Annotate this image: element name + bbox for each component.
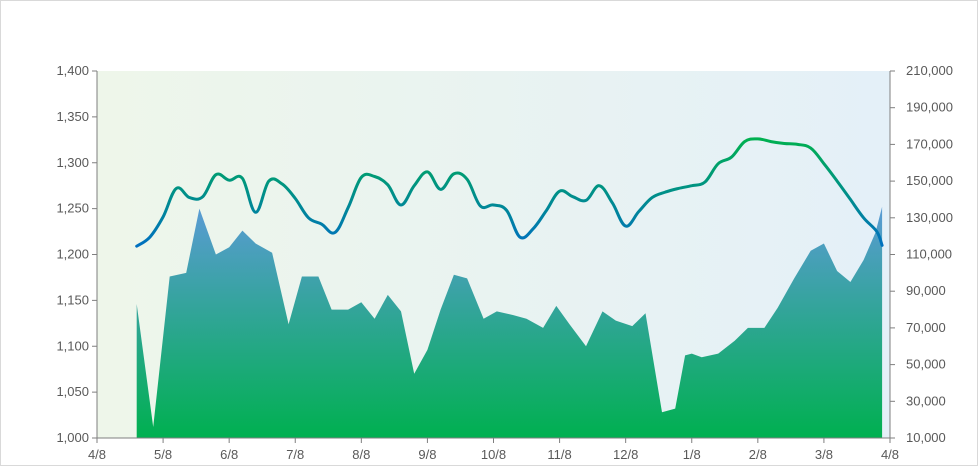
y2-tick-label: 210,000 xyxy=(906,63,953,78)
y-tick-label: 1,200 xyxy=(56,247,89,262)
x-tick-label: 11/8 xyxy=(547,447,571,462)
x-tick-label: 7/8 xyxy=(286,447,304,462)
x-tick-label: 3/8 xyxy=(815,447,833,462)
price-line-series xyxy=(135,137,884,248)
x-tick-label: 6/8 xyxy=(220,447,238,462)
x-tick-label: 8/8 xyxy=(352,447,370,462)
y2-tick-label: 130,000 xyxy=(906,210,953,225)
y-tick-label: 1,350 xyxy=(56,109,89,124)
y-tick-label: 1,400 xyxy=(56,63,89,78)
x-tick-label: 5/8 xyxy=(154,447,172,462)
x-tick-label: 4/8 xyxy=(881,447,899,462)
volume-area-series xyxy=(136,206,883,438)
y-tick-label: 1,250 xyxy=(56,201,89,216)
x-tick-label: 4/8 xyxy=(88,447,106,462)
y-tick-label: 1,100 xyxy=(56,338,89,353)
x-tick-label: 1/8 xyxy=(683,447,701,462)
y2-tick-label: 90,000 xyxy=(906,283,946,298)
y-tick-label: 1,150 xyxy=(56,292,89,307)
y2-tick-label: 10,000 xyxy=(906,430,946,445)
y2-tick-label: 110,000 xyxy=(906,247,952,262)
y-tick-label: 1,300 xyxy=(56,155,89,170)
x-tick-label: 2/8 xyxy=(749,447,767,462)
x-tick-label: 12/8 xyxy=(613,447,638,462)
y-tick-label: 1,000 xyxy=(56,430,89,445)
y2-tick-label: 50,000 xyxy=(906,357,946,372)
y-tick-label: 1,050 xyxy=(56,384,89,399)
y2-tick-label: 30,000 xyxy=(906,393,946,408)
y2-tick-label: 150,000 xyxy=(906,173,953,188)
y2-tick-label: 170,000 xyxy=(906,136,953,151)
y2-tick-label: 190,000 xyxy=(906,100,953,115)
y2-tick-label: 70,000 xyxy=(906,320,946,335)
x-tick-label: 10/8 xyxy=(481,447,506,462)
x-tick-label: 9/8 xyxy=(418,447,436,462)
